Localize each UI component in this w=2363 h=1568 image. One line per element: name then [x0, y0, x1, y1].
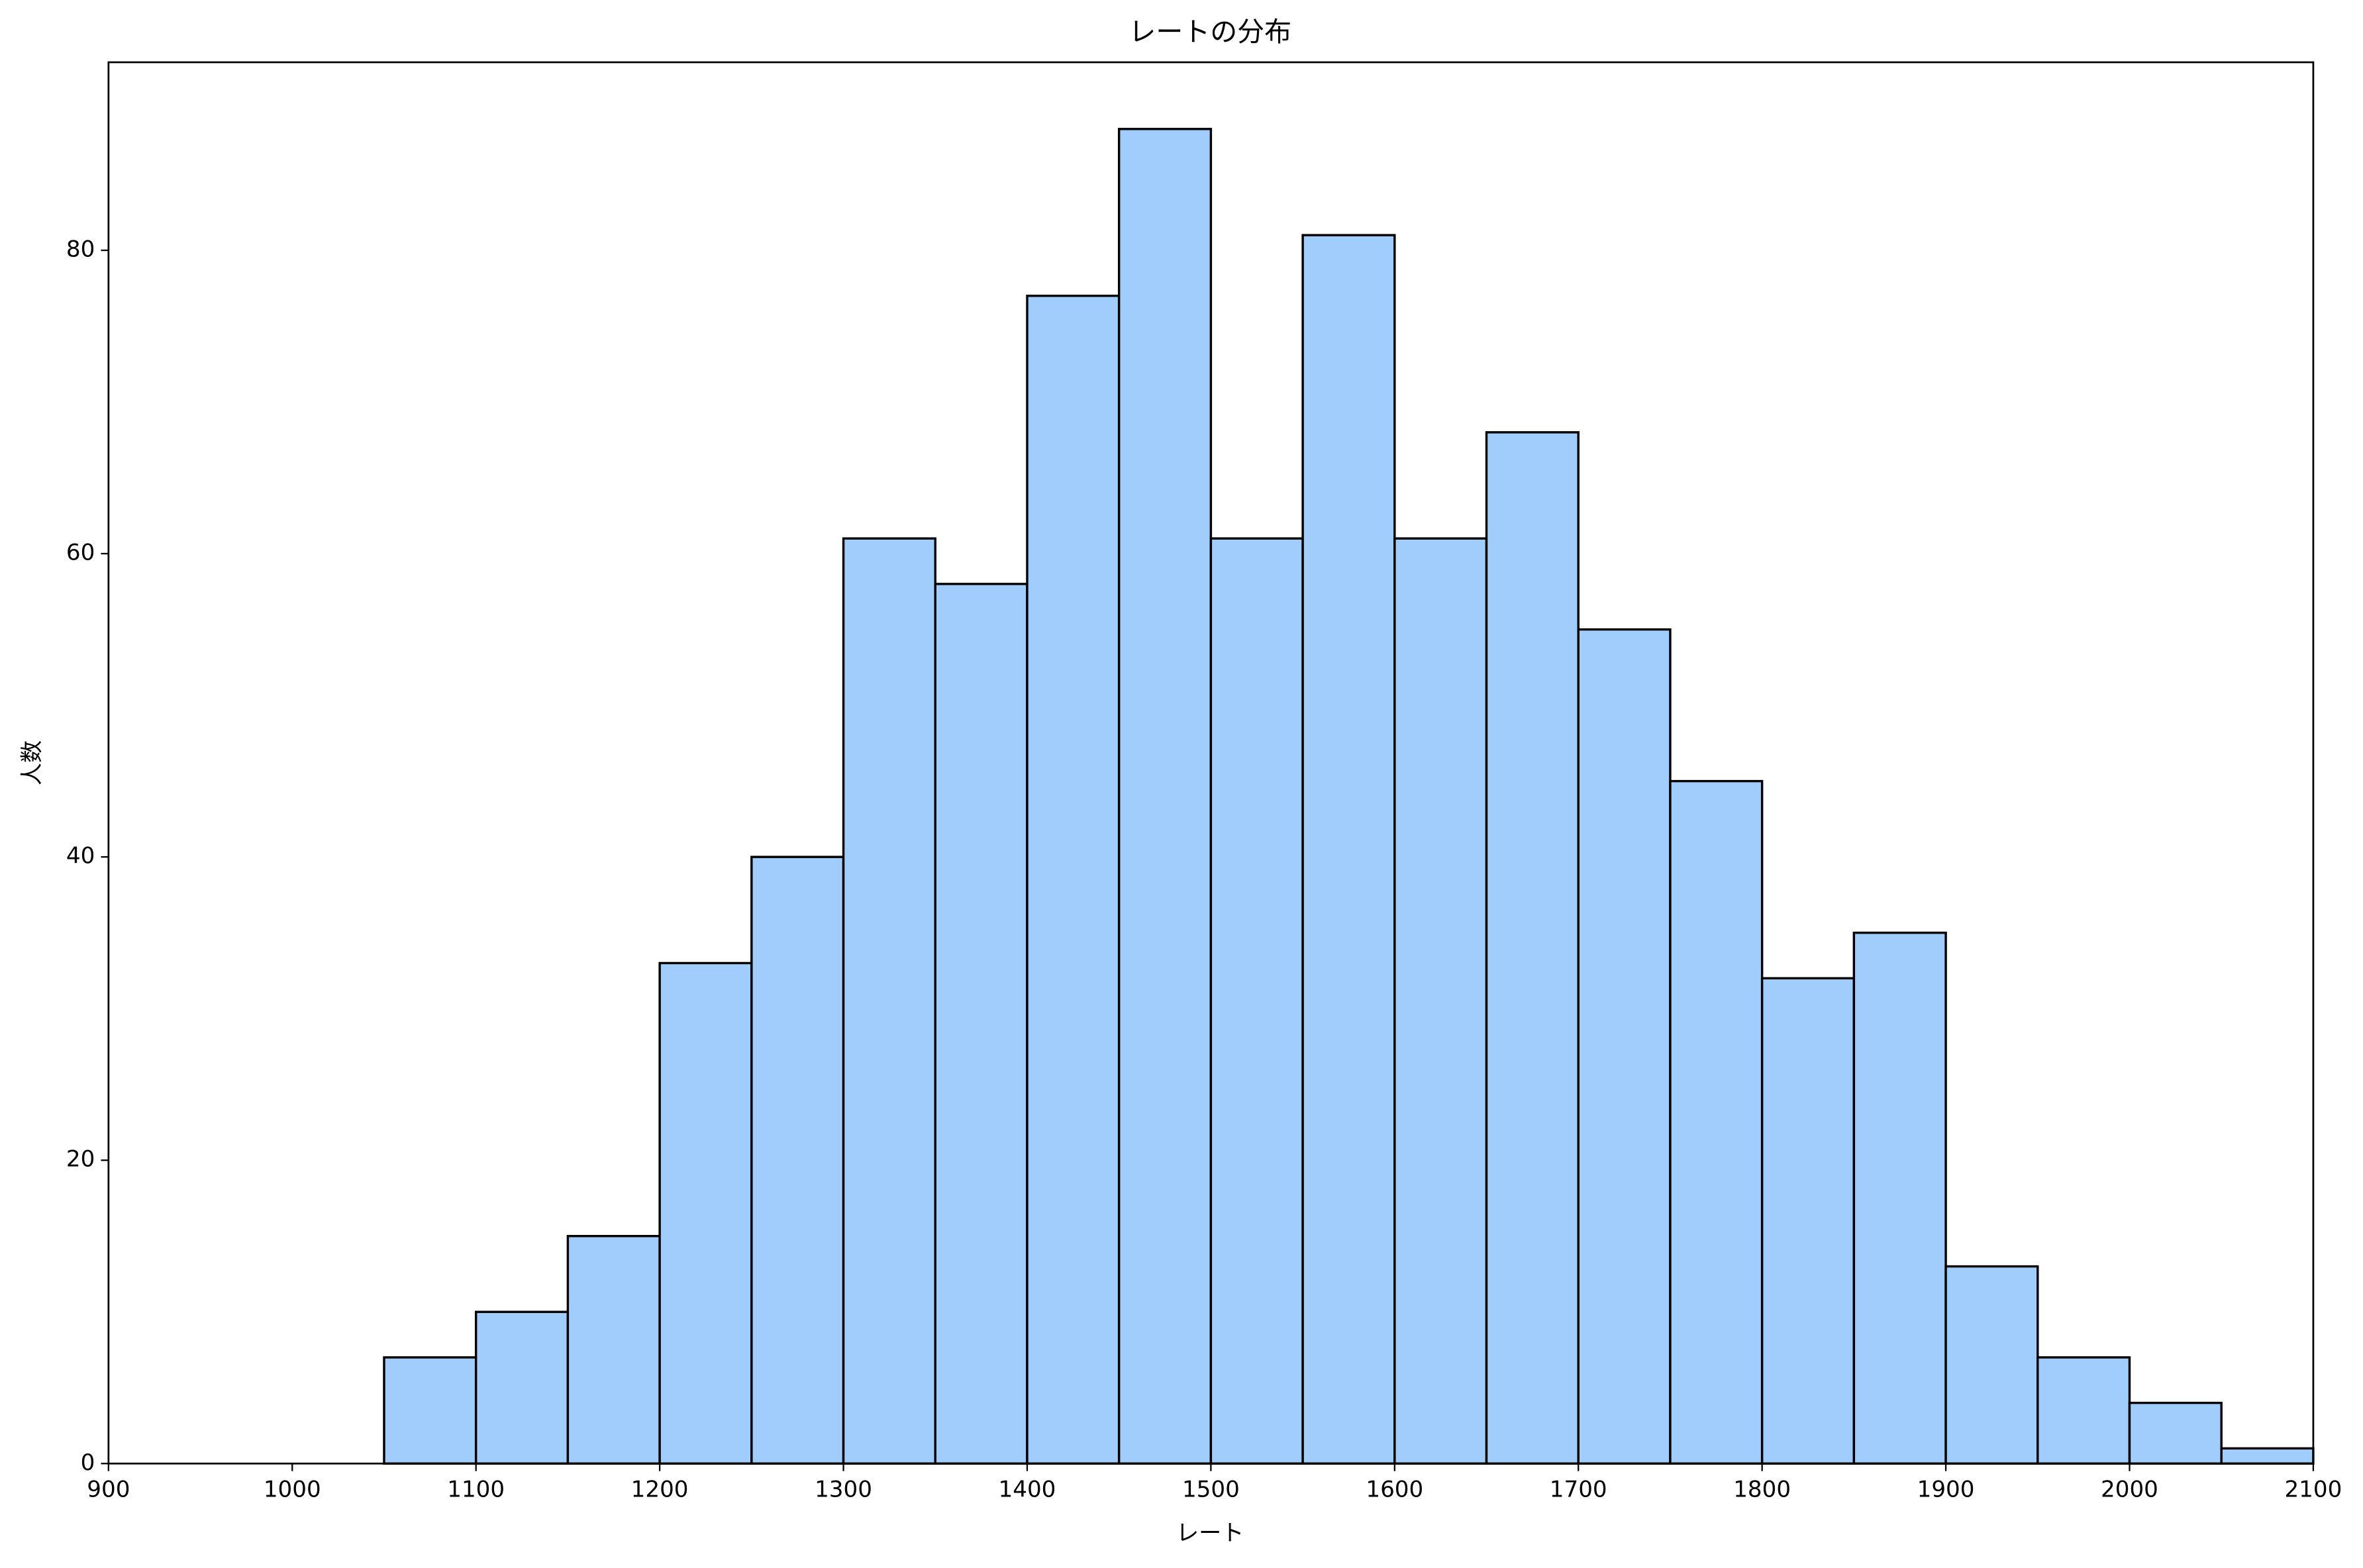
x-tick-label: 1800	[1733, 1477, 1791, 1503]
x-tick-label: 1200	[631, 1477, 689, 1503]
y-tick-label: 60	[66, 540, 95, 566]
bar	[1760, 977, 1856, 1465]
bar	[1944, 1265, 2039, 1465]
bar	[1852, 931, 1947, 1465]
x-tick-label: 1900	[1917, 1477, 1975, 1503]
y-tick-label: 0	[81, 1449, 95, 1476]
bar	[1209, 537, 1304, 1465]
bar	[2128, 1401, 2223, 1465]
y-tick-label: 80	[66, 236, 95, 263]
bar	[2036, 1356, 2131, 1465]
bar	[1485, 431, 1580, 1465]
bar	[842, 537, 936, 1465]
bar	[2220, 1447, 2315, 1465]
bar	[1577, 628, 1672, 1465]
y-axis-label: 人数	[19, 740, 46, 785]
x-tick-label: 1400	[999, 1477, 1056, 1503]
bar	[750, 856, 845, 1465]
bar	[1669, 779, 1764, 1465]
x-axis-label: レート	[1176, 1520, 1244, 1547]
bar	[566, 1235, 661, 1465]
chart-title: レートの分布	[1129, 16, 1291, 48]
y-tick-label: 40	[66, 843, 95, 869]
y-tick-label: 20	[66, 1146, 95, 1173]
bar	[934, 583, 1029, 1465]
bar	[474, 1310, 570, 1465]
bar	[1117, 128, 1213, 1465]
x-tick-label: 1600	[1366, 1477, 1423, 1503]
x-tick-label: 1000	[264, 1477, 321, 1503]
x-tick-label: 1700	[1550, 1477, 1607, 1503]
bar	[383, 1356, 478, 1465]
x-tick-label: 2100	[2284, 1477, 2342, 1503]
bar	[1301, 234, 1396, 1465]
bar	[1026, 295, 1121, 1465]
x-tick-label: 1500	[1182, 1477, 1240, 1503]
x-tick-label: 900	[87, 1477, 130, 1503]
x-tick-label: 1100	[447, 1477, 505, 1503]
x-tick-label: 2000	[2101, 1477, 2158, 1503]
bar	[1393, 537, 1488, 1465]
x-tick-label: 1300	[815, 1477, 872, 1503]
bar	[658, 961, 753, 1465]
